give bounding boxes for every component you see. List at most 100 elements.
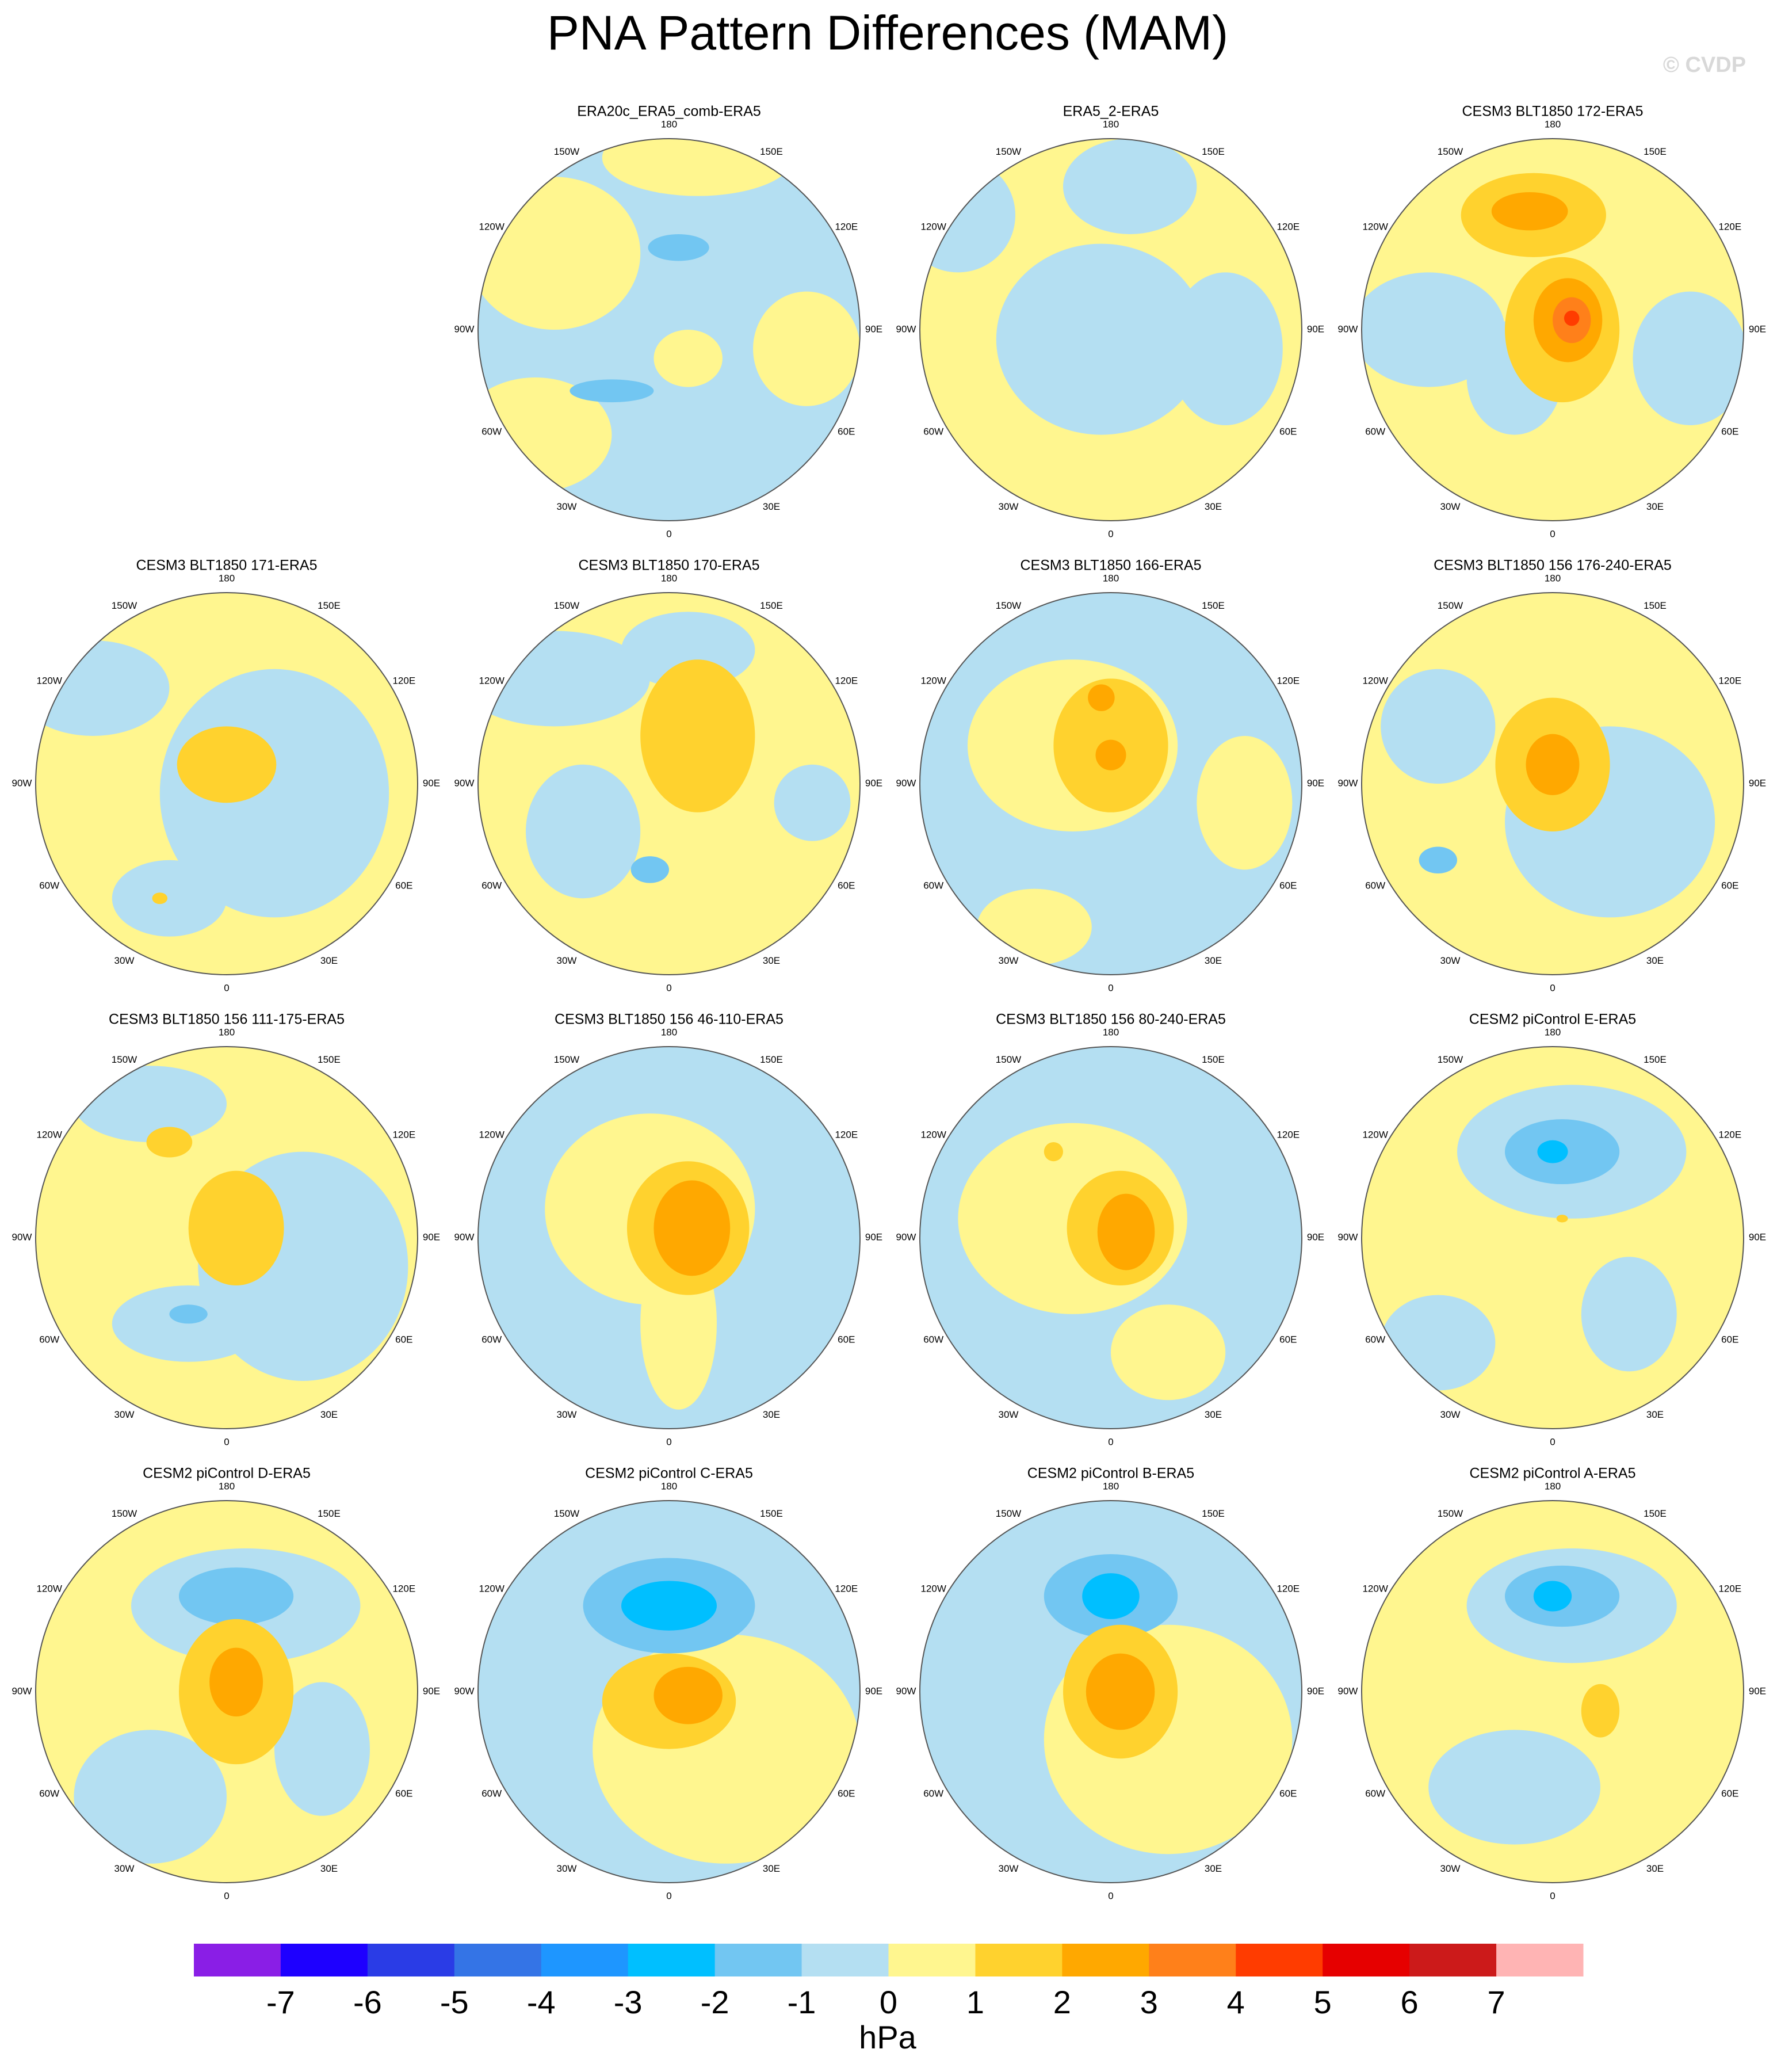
longitude-label: 120W	[1362, 675, 1388, 686]
longitude-label: 150E	[318, 600, 341, 611]
longitude-label: 60E	[838, 426, 855, 437]
longitude-label: 90E	[423, 777, 440, 788]
map-panel	[36, 593, 418, 975]
panel-title: CESM3 BLT1850 171-ERA5	[136, 558, 318, 574]
longitude-label: 30E	[763, 1409, 780, 1420]
longitude-label: 150W	[554, 1054, 579, 1065]
map-border	[1361, 1046, 1744, 1429]
longitude-label: 90E	[423, 1231, 440, 1242]
map-panel	[478, 1501, 860, 1883]
longitude-label: 180	[1103, 1027, 1119, 1037]
longitude-label: 90E	[1749, 1685, 1766, 1696]
colorbar-box	[541, 1944, 629, 1976]
contour-region	[1491, 192, 1568, 231]
longitude-label: 90E	[1307, 777, 1324, 788]
longitude-label: 90W	[454, 777, 475, 788]
longitude-label: 120W	[36, 1583, 62, 1594]
longitude-label: 120W	[920, 1583, 946, 1594]
map-panel	[36, 1501, 418, 1883]
colorbar-box	[1496, 1944, 1584, 1976]
longitude-label: 180	[219, 1480, 235, 1491]
longitude-label: 60E	[1279, 1334, 1297, 1345]
longitude-label: 30E	[1646, 1409, 1664, 1420]
colorbar-label: hPa	[859, 2019, 916, 2055]
longitude-label: 30W	[999, 1863, 1019, 1874]
contour-region	[1428, 1730, 1601, 1845]
longitude-label: 120W	[36, 675, 62, 686]
longitude-label: 30W	[1440, 1409, 1461, 1420]
panel-title: CESM2 piControl D-ERA5	[143, 1466, 311, 1482]
longitude-label: 150E	[1202, 600, 1225, 611]
longitude-label: 180	[661, 119, 677, 129]
colorbar-tick-label: -6	[353, 1984, 382, 2020]
longitude-label: 30W	[114, 1409, 135, 1420]
contour-region	[621, 1581, 717, 1631]
colorbar-box	[194, 1944, 281, 1976]
contour-region	[774, 764, 851, 841]
longitude-label: 30E	[1205, 955, 1222, 966]
longitude-label: 90W	[12, 1231, 32, 1242]
contour-region	[1581, 1257, 1677, 1372]
longitude-label: 30E	[320, 1409, 338, 1420]
longitude-label: 150W	[996, 600, 1021, 611]
longitude-label: 30W	[557, 1863, 577, 1874]
longitude-label: 0	[224, 1436, 229, 1447]
longitude-label: 0	[224, 982, 229, 993]
longitude-label: 90W	[896, 1231, 916, 1242]
map-panel	[478, 139, 860, 521]
longitude-label: 30E	[1205, 501, 1222, 512]
longitude-label: 120E	[392, 1583, 415, 1594]
longitude-label: 60W	[1365, 426, 1385, 437]
panel-title: ERA20c_ERA5_comb-ERA5	[577, 104, 761, 120]
contour-region	[112, 860, 227, 937]
map-panel	[920, 139, 1302, 521]
contour-region	[653, 1666, 723, 1724]
longitude-label: 0	[1550, 982, 1555, 993]
longitude-label: 0	[666, 982, 671, 993]
panel-title: CESM2 piControl A-ERA5	[1469, 1466, 1635, 1482]
longitude-label: 60E	[395, 1334, 412, 1345]
map-panel	[1362, 1047, 1744, 1429]
contour-region	[1063, 139, 1197, 234]
longitude-label: 0	[1108, 528, 1113, 539]
longitude-label: 0	[666, 1890, 671, 1901]
longitude-label: 30E	[320, 1863, 338, 1874]
contour-region	[1197, 736, 1293, 870]
longitude-label: 150E	[1644, 1054, 1667, 1065]
contour-region	[1097, 1193, 1155, 1270]
contour-region	[1556, 1215, 1568, 1223]
longitude-label: 180	[1545, 1480, 1561, 1491]
contour-region	[1537, 1140, 1568, 1163]
longitude-label: 30W	[999, 1409, 1019, 1420]
contour-region	[177, 726, 277, 803]
contour-region	[602, 139, 793, 196]
longitude-label: 90E	[865, 1685, 882, 1696]
contour-region	[179, 1567, 294, 1625]
longitude-label: 60E	[1721, 1788, 1738, 1799]
longitude-label: 150W	[554, 600, 579, 611]
longitude-label: 60W	[923, 426, 943, 437]
longitude-label: 90W	[12, 1685, 32, 1696]
longitude-label: 30W	[557, 1409, 577, 1420]
longitude-label: 60E	[838, 1334, 855, 1345]
longitude-label: 120W	[1362, 221, 1388, 232]
contour-region	[209, 1647, 263, 1717]
colorbar-box	[888, 1944, 976, 1976]
colorbar-tick-label: 2	[1053, 1984, 1071, 2020]
map-border	[477, 592, 861, 975]
longitude-label: 150W	[1438, 1508, 1463, 1519]
longitude-label: 120W	[1362, 1583, 1388, 1594]
longitude-label: 60E	[1721, 426, 1738, 437]
longitude-label: 90W	[1338, 1231, 1358, 1242]
contour-region	[1086, 1653, 1155, 1730]
map-border	[1361, 138, 1744, 521]
colorbar-box	[367, 1944, 455, 1976]
longitude-label: 30E	[1646, 501, 1664, 512]
longitude-label: 150W	[112, 600, 137, 611]
longitude-label: 150W	[1438, 146, 1463, 157]
longitude-label: 60W	[1365, 880, 1385, 891]
contour-region	[1564, 310, 1580, 326]
contour-region	[1581, 1684, 1620, 1738]
longitude-label: 30W	[999, 501, 1019, 512]
longitude-label: 90E	[1749, 777, 1766, 788]
